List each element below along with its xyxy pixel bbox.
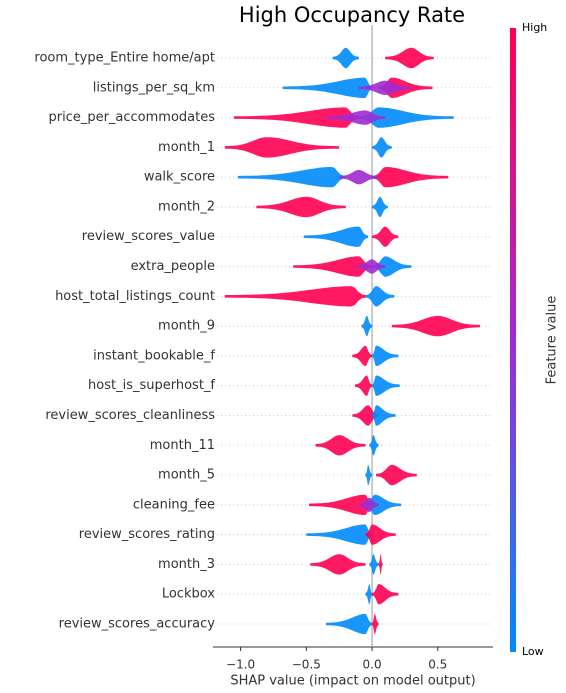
- feature-label: review_scores_value: [82, 229, 215, 244]
- swarm-cluster: [372, 256, 412, 277]
- feature-label: review_scores_cleanliness: [45, 408, 215, 423]
- swarm-cluster: [365, 464, 373, 486]
- swarm-cluster: [358, 497, 379, 512]
- swarm-cluster: [224, 137, 340, 158]
- swarm-cluster: [372, 345, 399, 367]
- feature-label: listings_per_sq_km: [93, 80, 215, 95]
- swarm-cluster: [306, 524, 373, 545]
- swarm-cluster: [356, 259, 386, 274]
- swarm-cluster: [309, 494, 373, 515]
- feature-label: cleaning_fee: [133, 497, 215, 512]
- swarm-cluster: [385, 47, 434, 69]
- feature-label: month_5: [158, 468, 215, 483]
- swarm-cluster: [332, 47, 359, 69]
- colorbar-low: Low: [522, 645, 544, 658]
- feature-label: walk_score: [144, 170, 215, 185]
- swarm-cluster: [352, 345, 373, 367]
- feature-label: host_total_listings_count: [55, 289, 215, 304]
- feature-label: review_scores_accuracy: [59, 617, 216, 632]
- swarm-cluster: [372, 405, 396, 426]
- x-tick-label: 0.5: [428, 658, 447, 672]
- swarm-cluster: [365, 494, 401, 515]
- swarm-cluster: [372, 584, 399, 605]
- swarm-cluster: [352, 405, 379, 426]
- swarm-cluster: [365, 584, 373, 605]
- feature-label: extra_people: [131, 259, 215, 274]
- swarm-cluster: [256, 196, 346, 218]
- swarm-cluster: [369, 554, 379, 575]
- feature-label: month_11: [150, 438, 215, 453]
- swarm-cluster: [282, 77, 373, 98]
- swarm-cluster: [303, 226, 369, 247]
- swarm-cluster: [310, 554, 366, 575]
- feature-label: price_per_accommodates: [48, 110, 215, 125]
- colorbar-high: High: [522, 21, 547, 34]
- feature-label: month_9: [158, 319, 215, 334]
- swarm-cluster: [372, 167, 449, 188]
- swarm-cluster: [293, 256, 373, 277]
- swarm-cluster: [361, 315, 373, 337]
- swarm-cluster: [372, 196, 388, 218]
- swarm-cluster: [234, 107, 359, 128]
- swarm-cluster: [358, 80, 412, 95]
- x-tick-label: 0.0: [363, 658, 382, 672]
- feature-label: host_is_superhost_f: [88, 378, 215, 393]
- swarm-cluster: [224, 286, 366, 307]
- swarm-cluster: [339, 170, 379, 185]
- swarm-cluster: [365, 286, 395, 307]
- swarm-cluster: [372, 137, 392, 158]
- swarm-cluster: [365, 524, 396, 545]
- colorbar-label: Feature value: [545, 296, 560, 385]
- swarm-cluster: [326, 613, 373, 635]
- swarm-cluster: [378, 554, 383, 575]
- swarm-cluster: [372, 375, 400, 396]
- feature-label: review_scores_rating: [79, 527, 215, 542]
- swarm-cluster: [372, 613, 379, 635]
- feature-label: Lockbox: [162, 587, 215, 602]
- feature-label: month_2: [158, 199, 215, 214]
- swarm-cluster: [238, 167, 346, 188]
- feature-label: instant_bookable_f: [93, 348, 215, 363]
- swarm-cluster: [391, 315, 480, 337]
- swarm-cluster: [358, 107, 454, 128]
- swarm-cluster: [372, 226, 399, 247]
- swarm-cluster: [315, 435, 366, 456]
- colorbar: [510, 28, 516, 652]
- swarm-cluster: [355, 375, 373, 396]
- feature-label: room_type_Entire home/apt: [34, 51, 215, 66]
- feature-label: month_1: [158, 140, 215, 155]
- swarm-cluster: [376, 464, 417, 486]
- feature-label: month_3: [158, 557, 215, 572]
- x-axis-label: SHAP value (impact on model output): [230, 674, 475, 689]
- chart-title: High Occupancy Rate: [239, 3, 465, 27]
- swarm-cluster: [326, 110, 386, 125]
- x-tick-label: −0.5: [292, 658, 321, 672]
- x-tick-label: −1.0: [226, 658, 255, 672]
- swarm-cluster: [369, 435, 379, 456]
